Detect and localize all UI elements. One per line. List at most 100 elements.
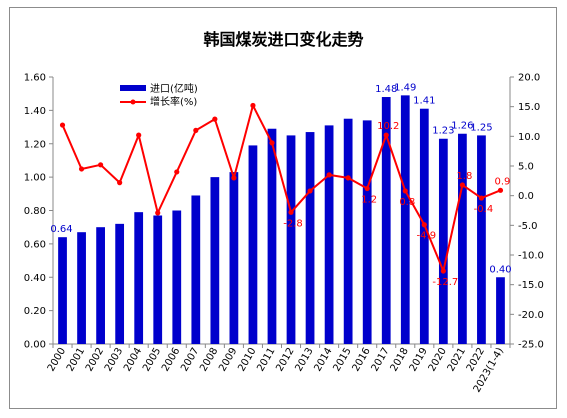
bar-data-label: 0.64 (50, 224, 72, 235)
y-left-tick-label: 1.20 (24, 139, 46, 150)
line-point (440, 268, 446, 274)
x-tick-label: 2001 (65, 346, 87, 374)
bar-data-label: 1.26 (451, 121, 473, 132)
line-data-label: 1.2 (361, 195, 377, 206)
chart-title: 韩国煤炭进口变化走势 (203, 30, 364, 49)
line-point (231, 175, 237, 181)
y-right-tick-label: 0.0 (518, 191, 534, 202)
bar (343, 118, 353, 344)
x-tick-label: 2000 (46, 346, 68, 374)
x-tick-label: 2017 (370, 346, 392, 374)
bar (458, 133, 467, 344)
legend-label-imports: 进口(亿吨) (150, 82, 198, 95)
bar (210, 177, 220, 344)
bar (248, 145, 258, 344)
x-tick-label: 2016 (351, 346, 373, 374)
bar (58, 237, 67, 344)
y-right-tick-label: -5.0 (518, 221, 538, 232)
x-tick-label: 2015 (331, 346, 353, 374)
line-point (174, 169, 180, 175)
legend: 进口(亿吨) 增长率(%) (120, 82, 198, 108)
line-point (383, 132, 389, 138)
bar (191, 195, 201, 344)
x-tick-label: 2010 (236, 346, 258, 374)
y-right-tick-label: 5.0 (518, 162, 534, 173)
y-left-tick-label: 0.20 (24, 306, 46, 317)
line-point (364, 185, 370, 192)
line-point (459, 182, 465, 188)
y-right-tick-label: -10.0 (518, 251, 544, 262)
y-left-tick-label: 1.60 (24, 73, 46, 84)
y-left-tick-label: 0.00 (24, 340, 46, 351)
line-data-label: 1.8 (456, 171, 472, 182)
line-point (345, 175, 351, 181)
x-tick-label: 2008 (198, 346, 220, 374)
line-data-label: -0.4 (474, 204, 494, 215)
y-right-tick-label: 15.0 (518, 102, 540, 113)
line-data-label: -4.9 (417, 231, 437, 242)
line-point (307, 188, 313, 194)
y-left-tick-label: 0.80 (24, 206, 46, 217)
x-tick-label: 2011 (255, 346, 277, 374)
bar-data-label: 1.49 (394, 82, 416, 93)
legend-swatch-growth-marker (130, 99, 136, 105)
bar (324, 125, 334, 344)
bar (496, 277, 505, 344)
line-point (155, 210, 161, 216)
bar (172, 210, 182, 344)
y-left-tick-label: 0.60 (24, 239, 46, 250)
bar (153, 215, 163, 344)
x-tick-label: 2018 (389, 346, 411, 374)
y-right-tick-label: 10.0 (518, 132, 540, 143)
bar (229, 172, 239, 344)
bar (305, 132, 315, 344)
line-data-label: 0.8 (399, 197, 415, 208)
x-tick-label: 2007 (179, 346, 201, 374)
line-point (117, 180, 123, 186)
bar (477, 135, 486, 344)
line-point (212, 116, 218, 122)
x-tick-label: 2014 (312, 346, 334, 374)
x-tick-label: 2006 (160, 346, 182, 374)
x-tick-label: 2002 (84, 346, 106, 374)
legend-label-growth: 增长率(%) (150, 95, 197, 108)
bar (77, 232, 86, 344)
bar (286, 135, 296, 344)
x-tick-label: 2004 (122, 346, 144, 374)
data-labels: 0.64 1.481.49 1.41 1.231.261.25 0.40 -2.8 1.2 1… (50, 82, 511, 288)
legend-swatch-imports (120, 85, 146, 91)
x-tick-label: 2021 (446, 346, 468, 374)
x-tick-label: 2005 (141, 346, 163, 374)
line-point (497, 187, 504, 193)
y-left-tick-label: 0.40 (24, 273, 46, 284)
x-tick-label: 2003 (103, 346, 125, 374)
line-point (478, 195, 485, 201)
line-series (59, 102, 504, 274)
x-tick-label: 2019 (408, 346, 430, 374)
line-point (402, 188, 408, 194)
line-point (98, 162, 104, 168)
line-data-label: -2.8 (283, 218, 303, 229)
bar-data-label: 0.40 (489, 264, 511, 275)
bar-data-label: 1.25 (470, 122, 492, 133)
y-left-tick-label: 1.40 (24, 106, 46, 117)
bar (438, 138, 448, 344)
y-right-tick-label: -20.0 (518, 310, 544, 321)
bar (96, 227, 105, 344)
bar (400, 95, 410, 344)
bar (115, 223, 125, 344)
line-point (421, 222, 427, 228)
x-tick-label: 2012 (274, 346, 296, 374)
y-right-tick-label: 20.0 (518, 73, 540, 84)
line-point (193, 127, 199, 133)
bar-series (58, 95, 505, 345)
y-right-tick-label: -25.0 (518, 340, 544, 351)
line-point (250, 102, 256, 109)
line-data-label: -12.7 (432, 277, 458, 288)
bar (381, 97, 391, 345)
line-point (136, 132, 142, 138)
bar-data-label: 1.48 (375, 84, 397, 95)
line-point (59, 122, 66, 128)
line-point (288, 209, 294, 215)
